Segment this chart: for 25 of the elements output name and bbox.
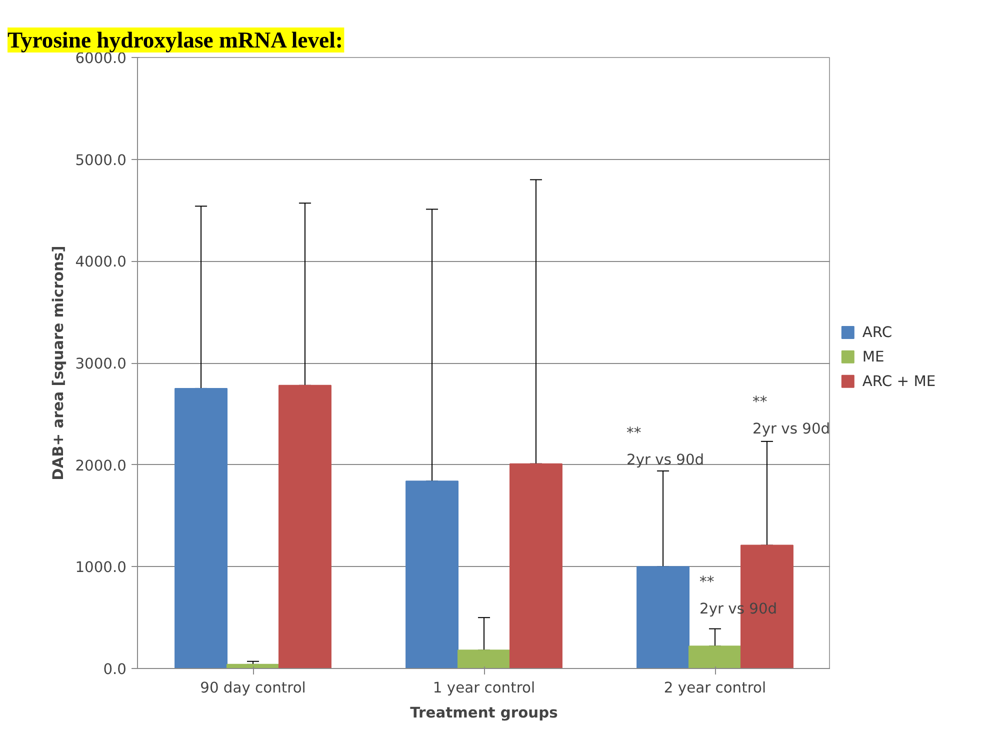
bar (406, 480, 459, 668)
annotation: ** 2yr vs 90d (626, 424, 704, 468)
x-axis-title: Treatment groups (410, 704, 558, 722)
annotation: ** 2yr vs 90d (752, 393, 830, 438)
bar (226, 664, 280, 668)
y-tick-label: 2000.0 (75, 457, 127, 474)
bar (688, 646, 742, 668)
y-tick-label: 0.0 (103, 661, 127, 678)
bar (509, 463, 562, 668)
x-tick-label: 90 day control (200, 680, 306, 696)
legend-label: ARC (862, 324, 892, 341)
y-tick-label: 4000.0 (75, 254, 127, 271)
bar (458, 650, 510, 668)
x-tick-label: 2 year control (664, 680, 766, 696)
bar (278, 384, 332, 668)
y-axis-title: DAB+ area [square microns] (50, 246, 68, 480)
y-tick-label: 1000.0 (75, 559, 127, 576)
y-tick-label: 3000.0 (75, 356, 127, 372)
legend-label: ME (862, 348, 884, 366)
chart-title: Tyrosine hydroxylase mRNA level: (8, 28, 343, 52)
bar (636, 566, 690, 668)
y-tick-label: 5000.0 (75, 152, 127, 169)
bar (174, 388, 228, 668)
legend-label: ARC + ME (862, 372, 936, 390)
x-tick-label: 1 year control (432, 680, 536, 696)
